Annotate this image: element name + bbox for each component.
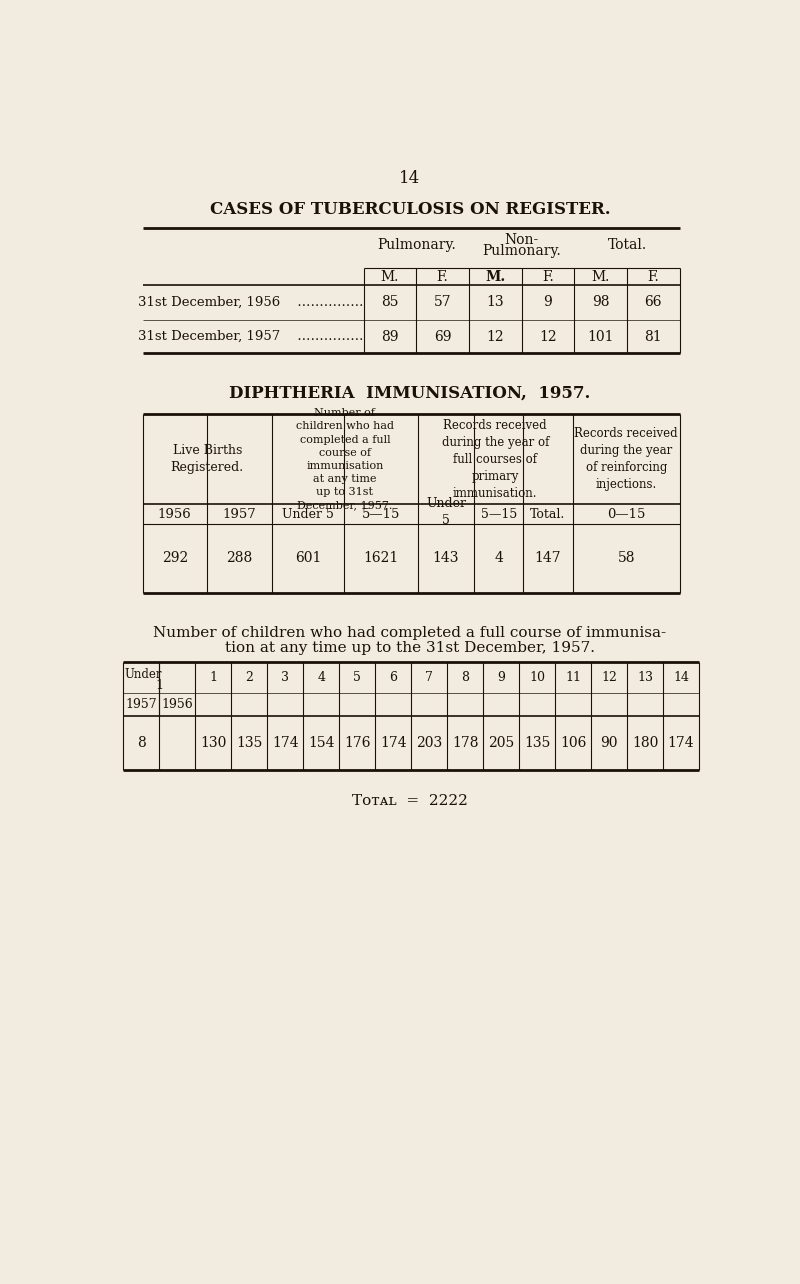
Text: 69: 69 [434,330,451,344]
Text: 130: 130 [200,736,226,750]
Text: M.: M. [591,270,610,284]
Text: Under
5: Under 5 [426,497,466,526]
Text: 135: 135 [236,736,262,750]
Text: 4: 4 [317,672,325,684]
Text: 12: 12 [539,330,557,344]
Text: 89: 89 [381,330,398,344]
Text: Tᴏᴛᴀʟ  =  2222: Tᴏᴛᴀʟ = 2222 [352,794,468,808]
Text: 10: 10 [529,672,545,684]
Text: 154: 154 [308,736,334,750]
Text: M.: M. [381,270,399,284]
Text: Pulmonary.: Pulmonary. [377,238,455,252]
Text: 174: 174 [380,736,406,750]
Text: 5—15: 5—15 [362,507,400,520]
Text: Total.: Total. [530,507,566,520]
Text: 1: 1 [210,672,218,684]
Text: 90: 90 [600,736,618,750]
Text: M.: M. [485,270,506,284]
Text: Records received
during the year
of reinforcing
injections.: Records received during the year of rein… [574,428,678,492]
Text: 57: 57 [434,295,451,309]
Text: 288: 288 [226,551,253,565]
Text: 147: 147 [534,551,562,565]
Text: 1957: 1957 [222,507,256,520]
Text: 5: 5 [354,672,361,684]
Text: DIPHTHERIA  IMMUNISATION,  1957.: DIPHTHERIA IMMUNISATION, 1957. [230,384,590,402]
Text: 1956: 1956 [162,698,193,711]
Text: 174: 174 [668,736,694,750]
Text: CASES OF TUBERCULOSIS ON REGISTER.: CASES OF TUBERCULOSIS ON REGISTER. [210,202,610,218]
Text: 8: 8 [137,736,146,750]
Text: F.: F. [437,270,449,284]
Text: 1621: 1621 [363,551,398,565]
Text: 7: 7 [426,672,433,684]
Text: 1: 1 [155,679,163,692]
Text: Number of children who had completed a full course of immunisa-: Number of children who had completed a f… [154,627,666,639]
Text: 180: 180 [632,736,658,750]
Text: 98: 98 [592,295,610,309]
Text: Records received
during the year of
full courses of
primary
immunisation.: Records received during the year of full… [442,419,549,499]
Text: 174: 174 [272,736,298,750]
Text: 1956: 1956 [158,507,192,520]
Text: 143: 143 [433,551,459,565]
Text: 106: 106 [560,736,586,750]
Text: 6: 6 [389,672,397,684]
Text: 205: 205 [488,736,514,750]
Text: 0—15: 0—15 [607,507,646,520]
Text: 9: 9 [497,672,505,684]
Text: 3: 3 [282,672,290,684]
Text: 81: 81 [645,330,662,344]
Text: 13: 13 [637,672,653,684]
Text: Pulmonary.: Pulmonary. [482,244,561,258]
Text: 2: 2 [246,672,253,684]
Text: Total.: Total. [607,238,646,252]
Text: 1957: 1957 [126,698,157,711]
Text: 12: 12 [601,672,617,684]
Text: F.: F. [542,270,554,284]
Text: 66: 66 [645,295,662,309]
Text: Non-: Non- [505,234,538,248]
Text: 14: 14 [399,171,421,187]
Text: F.: F. [647,270,659,284]
Text: 58: 58 [618,551,635,565]
Text: 178: 178 [452,736,478,750]
Text: 101: 101 [587,330,614,344]
Text: 203: 203 [416,736,442,750]
Text: 85: 85 [381,295,398,309]
Text: 292: 292 [162,551,188,565]
Text: tion at any time up to the 31st December, 1957.: tion at any time up to the 31st December… [225,641,595,655]
Text: 13: 13 [486,295,504,309]
Text: Under: Under [125,669,162,682]
Text: 31st December, 1957    ……………: 31st December, 1957 …………… [138,330,364,343]
Text: 601: 601 [295,551,322,565]
Text: 8: 8 [461,672,469,684]
Text: 5—15: 5—15 [481,507,517,520]
Text: 135: 135 [524,736,550,750]
Text: 4: 4 [494,551,503,565]
Text: 12: 12 [486,330,504,344]
Text: 31st December, 1956    ……………: 31st December, 1956 …………… [138,295,364,308]
Text: Number of
children who had
completed a full
course of
immunisation
at any time
u: Number of children who had completed a f… [296,408,394,511]
Text: 9: 9 [543,295,552,309]
Text: Live Births
Registered.: Live Births Registered. [170,444,244,474]
Text: Under 5: Under 5 [282,507,334,520]
Text: 176: 176 [344,736,370,750]
Text: 11: 11 [565,672,581,684]
Text: 14: 14 [673,672,689,684]
